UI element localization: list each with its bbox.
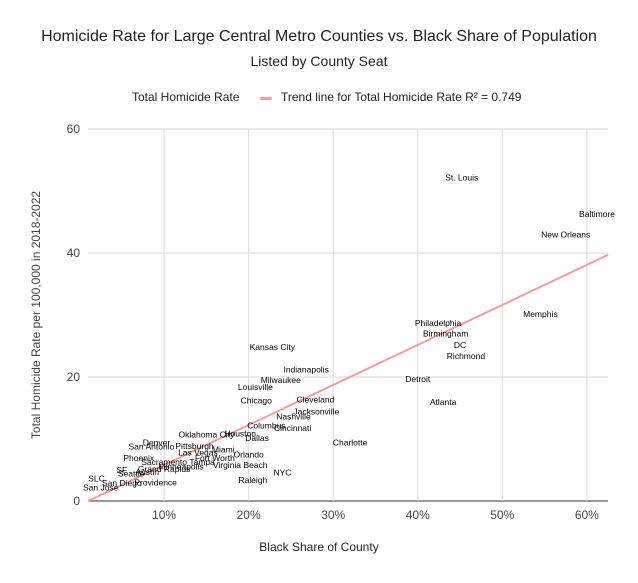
data-point-label: Baltimore bbox=[579, 209, 615, 219]
data-point-label: SLC bbox=[88, 474, 105, 484]
y-tick-label: 0 bbox=[73, 494, 80, 508]
data-point-label: Kansas City bbox=[250, 342, 296, 352]
x-tick-label: 30% bbox=[321, 508, 345, 522]
data-point-label: SF bbox=[116, 465, 127, 475]
data-point-label: Indianapolis bbox=[283, 365, 328, 375]
legend-item-series: Total Homicide Rate bbox=[132, 90, 240, 104]
data-point-label: Raleigh bbox=[238, 475, 267, 485]
data-point-label: New Orleans bbox=[541, 229, 590, 239]
data-point-label: San Jose bbox=[83, 482, 119, 492]
data-point-label: Philadelphia bbox=[415, 318, 462, 328]
x-tick-label: 40% bbox=[406, 508, 430, 522]
data-point-label: Orlando bbox=[234, 450, 265, 460]
data-point-label: Sacramento bbox=[141, 457, 187, 467]
data-point-label: Louisville bbox=[238, 382, 273, 392]
data-point-label: DC bbox=[454, 340, 466, 350]
data-point-label: Seattle bbox=[118, 469, 145, 479]
data-point-label: Milwaukee bbox=[261, 375, 301, 385]
data-point-label: Cleveland bbox=[297, 394, 335, 404]
x-tick-label: 60% bbox=[575, 508, 599, 522]
x-axis-label: Black Share of County bbox=[259, 540, 379, 554]
data-point-label: Las Vegas bbox=[178, 448, 218, 458]
x-tick-label: 50% bbox=[490, 508, 514, 522]
data-point-label: Grand Rapids bbox=[138, 464, 190, 474]
data-point-label: Dallas bbox=[245, 433, 269, 443]
chart-title: Homicide Rate for Large Central Metro Co… bbox=[41, 28, 597, 45]
y-tick-label: 60 bbox=[67, 122, 81, 136]
data-point-label: Minneapolis bbox=[158, 461, 203, 471]
data-point-label: Jacksonville bbox=[293, 407, 339, 417]
x-tick-label: 10% bbox=[152, 508, 176, 522]
data-point-label: Houston bbox=[224, 428, 256, 438]
data-point-label: San Diego bbox=[102, 478, 142, 488]
data-point-label: Memphis bbox=[523, 309, 557, 319]
x-tick-label: 20% bbox=[237, 508, 261, 522]
chart-subtitle: Listed by County Seat bbox=[250, 53, 388, 69]
data-point-label: Oklahoma City bbox=[178, 430, 234, 440]
data-point-label: Nashville bbox=[276, 412, 311, 422]
data-point-label: Tampa bbox=[189, 457, 215, 467]
data-point-label: Atlanta bbox=[430, 397, 457, 407]
y-tick-label: 20 bbox=[67, 370, 81, 384]
data-point-label: Virginia Beach bbox=[213, 460, 268, 470]
data-point-label: Austin bbox=[135, 467, 159, 477]
data-point-label: Birmingham bbox=[423, 329, 468, 339]
data-point-label: Cincinnati bbox=[274, 423, 311, 433]
data-point-label: Phoenix bbox=[123, 453, 154, 463]
trend-line bbox=[87, 253, 609, 502]
data-point-label: St. Louis bbox=[445, 172, 478, 182]
data-point-label: Chicago bbox=[241, 396, 272, 406]
data-point-label: San Antonio bbox=[128, 441, 174, 451]
data-point-label: Denver bbox=[143, 438, 171, 448]
data-point-label: Providence bbox=[134, 477, 177, 487]
legend-swatch-trend bbox=[260, 97, 272, 100]
data-point-label: Columbus bbox=[247, 420, 285, 430]
y-tick-label: 40 bbox=[67, 246, 81, 260]
data-point-label: Charlotte bbox=[333, 438, 368, 448]
data-point-label: NYC bbox=[273, 467, 291, 477]
data-point-label: Richmond bbox=[447, 351, 486, 361]
data-point-label: Miami bbox=[212, 445, 235, 455]
data-point-label: Fort Worth bbox=[195, 453, 235, 463]
y-axis-label: Total Homicide Rate per 100,000 in 2018-… bbox=[29, 191, 43, 439]
data-point-label: Pittsburgh bbox=[175, 441, 214, 451]
data-point-label: Detroit bbox=[405, 374, 431, 384]
legend-item-trend: Trend line for Total Homicide Rate R² = … bbox=[281, 90, 522, 104]
